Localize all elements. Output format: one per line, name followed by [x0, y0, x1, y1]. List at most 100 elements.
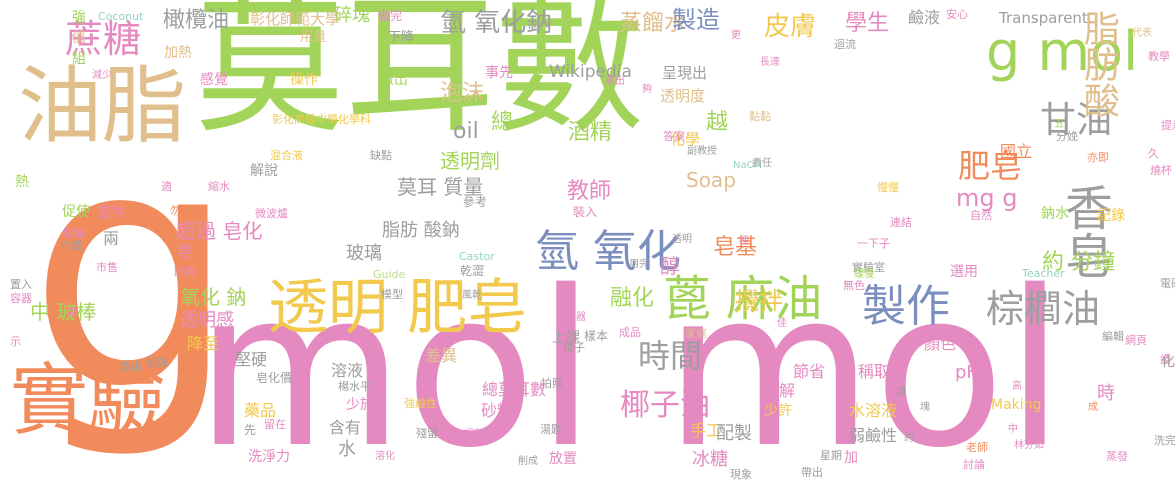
cloud-word: 編輯	[1102, 330, 1124, 343]
cloud-word: 化學系	[1161, 354, 1175, 370]
cloud-word: 促使	[62, 204, 90, 220]
cloud-word: 電磁	[1160, 277, 1175, 290]
cloud-word: 燒杯	[1150, 164, 1172, 177]
cloud-word: 堅硬	[235, 350, 268, 369]
cloud-word: 星期	[820, 449, 842, 462]
cloud-word: 氫 氧化	[535, 226, 681, 277]
cloud-word: 容器	[10, 292, 32, 305]
cloud-word: 水溶液	[849, 401, 898, 420]
cloud-word: 拿出	[605, 76, 625, 87]
cloud-word: 塊	[920, 402, 930, 413]
cloud-word: 樣子	[563, 341, 585, 354]
cloud-word: 油脂	[18, 57, 187, 155]
cloud-word: 洗淨力	[248, 449, 290, 465]
cloud-word: 自然	[970, 209, 992, 222]
cloud-word: 做完	[378, 9, 403, 23]
cloud-word: 參考	[463, 195, 488, 209]
cloud-word: 醇	[660, 254, 680, 278]
cloud-word: oil	[453, 119, 479, 144]
cloud-word: 網頁	[1125, 334, 1147, 347]
cloud-word: 解說	[250, 163, 278, 179]
cloud-word: 市售	[96, 261, 118, 274]
cloud-word: 湯匙	[540, 423, 562, 436]
cloud-word: 討論	[963, 458, 985, 471]
cloud-word: 實驗室	[852, 261, 885, 274]
cloud-word: mg g	[956, 184, 1018, 212]
cloud-word: 教學	[1148, 50, 1170, 63]
cloud-word: 困難	[174, 265, 196, 278]
cloud-word: 上課	[552, 330, 580, 346]
cloud-word: 攪拌器	[556, 312, 586, 323]
cloud-word: 段	[66, 306, 77, 319]
cloud-word: 事先	[485, 65, 513, 81]
cloud-word: 緩慢	[854, 269, 874, 280]
cloud-word: 冰糖	[692, 449, 728, 470]
cloud-word: 風乾	[462, 290, 482, 301]
cloud-word: 高	[1012, 381, 1022, 392]
cloud-word: 溶液	[331, 361, 364, 380]
cloud-word: Guide	[373, 268, 406, 281]
cloud-word: 鈉水	[1041, 206, 1069, 222]
cloud-word: Castor	[459, 250, 495, 263]
cloud-word: 教師	[567, 179, 612, 204]
cloud-word: 副教授	[687, 146, 717, 157]
cloud-word: 家庭	[685, 327, 707, 340]
cloud-word: 佳	[777, 318, 787, 329]
cloud-word: 迴流	[834, 38, 856, 51]
cloud-word: 強鹼性	[404, 397, 437, 410]
cloud-word: g	[28, 79, 238, 463]
cloud-word: 約	[904, 433, 914, 444]
cloud-word: 先	[244, 423, 257, 437]
cloud-word: 手冊	[814, 331, 834, 342]
cloud-word: 棕櫚油	[986, 287, 1101, 331]
cloud-word: 林芬如	[1014, 440, 1044, 451]
cloud-word: 適	[161, 180, 172, 193]
cloud-word: 調動	[464, 429, 484, 440]
cloud-word: 甘油	[1040, 100, 1113, 141]
cloud-word: 帶出	[801, 466, 823, 479]
cloud-word: 泡沫	[440, 81, 485, 106]
cloud-word: 組	[72, 51, 86, 67]
cloud-word: 五	[1054, 119, 1064, 130]
cloud-word: 裝入	[573, 205, 598, 219]
cloud-word: 攪拌	[735, 287, 783, 315]
cloud-word: 肥皂	[958, 147, 1023, 185]
cloud-word: 蒸餾水	[620, 11, 687, 36]
cloud-word: 放置	[549, 451, 577, 467]
cloud-word: 成品	[619, 326, 641, 339]
cloud-word: 安心	[946, 8, 968, 21]
cloud-word: 殘留	[416, 427, 438, 440]
cloud-word: 降至	[187, 334, 220, 353]
cloud-word: 用完	[629, 259, 649, 270]
cloud-word: 熱	[15, 174, 29, 190]
cloud-word: 國立	[1000, 142, 1033, 161]
cloud-word: 微波爐	[255, 207, 288, 220]
cloud-word: 做出	[380, 72, 408, 88]
cloud-word: 值	[72, 30, 86, 46]
cloud-word: 總莫耳數	[482, 380, 547, 399]
cloud-word: 橄欖油	[163, 8, 230, 33]
cloud-word: 稱取	[858, 362, 891, 381]
cloud-word: 現象	[730, 468, 752, 481]
cloud-word: 節省	[793, 362, 826, 381]
cloud-word: 越	[706, 110, 729, 135]
cloud-word: 含有	[329, 418, 362, 437]
cloud-word: 楊水平	[338, 380, 371, 393]
cloud-word: 強	[72, 10, 86, 26]
cloud-word: mol mol	[195, 244, 1065, 482]
cloud-word: 感覺	[200, 72, 228, 88]
cloud-word: pH	[955, 362, 980, 383]
cloud-word: NaOH	[733, 160, 762, 171]
cloud-word: 減少	[92, 70, 112, 81]
cloud-word: 示	[10, 335, 21, 348]
cloud-word: 洗完	[1154, 434, 1175, 447]
cloud-word: 藥品	[244, 401, 277, 420]
cloud-word: 答案	[663, 130, 685, 143]
cloud-word: 記錄	[1097, 208, 1125, 224]
cloud-word: 久	[1148, 147, 1159, 160]
cloud-word: 混合液	[270, 149, 303, 162]
cloud-word: 差異	[425, 346, 458, 365]
cloud-word: 中 玻棒	[30, 300, 97, 324]
cloud-word: 超過 皂化	[176, 219, 263, 243]
cloud-word: 慢慢	[877, 181, 899, 194]
